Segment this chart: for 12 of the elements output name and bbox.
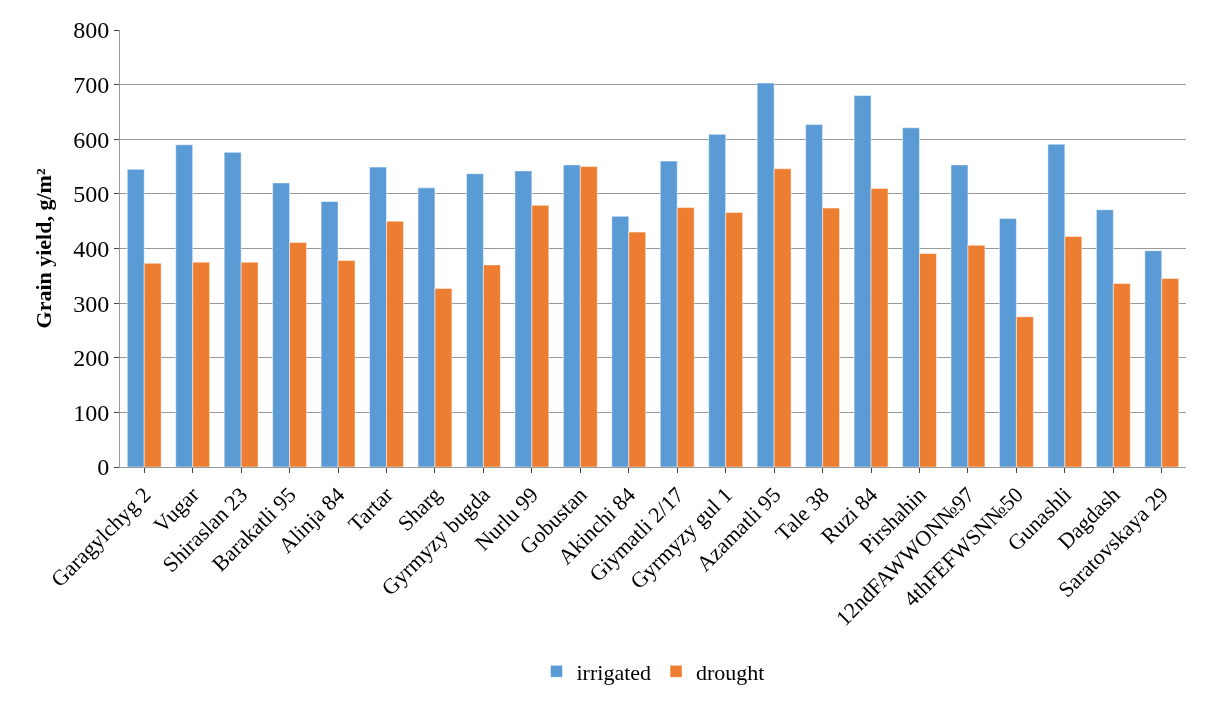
y-tick-label: 100 (73, 399, 110, 426)
y-tick-label: 700 (73, 72, 110, 99)
y-axis-title: Grain yield, g/m² (31, 168, 56, 329)
y-tick-label: 600 (73, 126, 110, 153)
legend-label: drought (696, 659, 765, 685)
y-tick-label: 300 (73, 290, 110, 317)
y-tick-label: 800 (73, 17, 110, 44)
legend-label: irrigated (576, 659, 652, 685)
y-tick-label: 200 (73, 345, 110, 372)
y-tick-label: 400 (73, 235, 110, 262)
y-tick-label: 500 (73, 181, 110, 208)
y-tick-label: 0 (97, 454, 110, 481)
